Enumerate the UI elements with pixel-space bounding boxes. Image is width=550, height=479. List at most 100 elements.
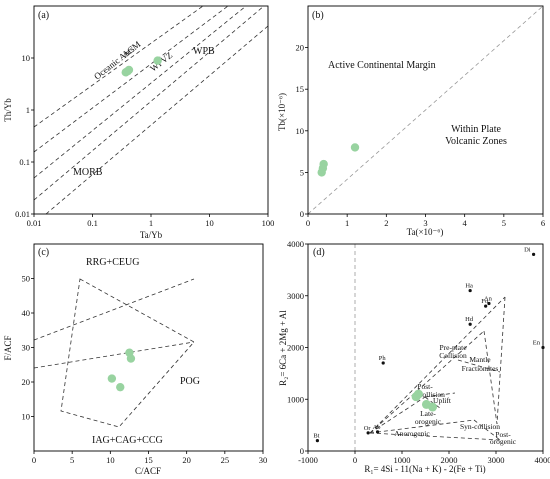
panel-d-line-6 [496, 296, 506, 425]
sample-point [124, 65, 134, 75]
panel-c-x-tick-label: 15 [144, 455, 153, 465]
acm-wpvz-line [33, 5, 247, 179]
field-label-post-orogenic-1: Post- [495, 430, 511, 439]
endmember-dot [315, 439, 319, 443]
panel-c-xlabel: C/ACF [135, 466, 161, 476]
field-label-mantle: Mantle [469, 355, 491, 364]
panel-d-line-3 [369, 396, 426, 434]
panel-d-ylabel: R₂= 6Ca + 2Mg + Al [278, 310, 288, 386]
panel-d-points [411, 389, 438, 412]
endmember-dot [375, 430, 380, 434]
field-label-volcanic-zones: Volcanic Zones [445, 136, 507, 147]
sample-point [428, 402, 438, 412]
panel-a-x-tick-label: 10 [205, 218, 214, 228]
endmember-dot [484, 304, 488, 308]
panel-b: 0 1 2 3 4 5 6 0 5 10 15 20 (b) Active Continental M… [277, 5, 545, 237]
panel-b-y-tick-label: 0 [300, 209, 304, 219]
field-label-uplift: Uplift [433, 396, 452, 405]
panel-d-line-11 [457, 359, 501, 373]
panel-d-line-9 [424, 396, 441, 409]
panel-a-frame [33, 5, 269, 215]
panel-b-y-tick-label: 5 [300, 167, 304, 177]
panel-b-y-tick-label: 15 [296, 84, 305, 94]
panel-b-x-tick-label: 5 [502, 218, 506, 228]
panel-d-y-tick-label: 2000 [287, 343, 304, 353]
panel-d-line-1 [369, 296, 506, 434]
panel-a-x-tick-label: 0.1 [87, 218, 98, 228]
endmember-label: Ph [379, 355, 387, 362]
panel-c-y-tick-label: 30 [22, 343, 31, 353]
endmember-label: Di [524, 246, 531, 253]
panel-c-ylabel: F/ACF [3, 335, 13, 360]
panel-d-field-labels: Mantle Fractionates Pre-plate Collision … [394, 343, 516, 446]
sample-point [350, 143, 360, 152]
panel-c-upper-line [33, 278, 195, 341]
panel-d-x-tick-label: 2000 [441, 455, 458, 465]
panel-d-line-8 [424, 392, 456, 398]
acm-lower-line [33, 5, 229, 153]
panel-c-x-tick-label: 0 [32, 455, 36, 465]
panel-c-x-tick-label: 5 [70, 455, 74, 465]
panel-a-xlabel: Ta/Yb [140, 230, 163, 240]
panel-b-x-tick-label: 6 [541, 218, 545, 228]
panel-b-ylabel: Tb(×10⁻⁶) [277, 93, 287, 131]
panel-c-x-tick-label: 20 [182, 455, 191, 465]
panel-b-x-tick-label: 4 [463, 218, 468, 228]
panel-b-label: (b) [312, 10, 324, 21]
endmember-dot [366, 431, 370, 435]
panel-d-line-5 [369, 432, 501, 441]
oceanic-arcs-line [33, 5, 204, 128]
panel-c-label: (c) [38, 247, 49, 258]
panel-c-frame [33, 243, 264, 452]
panel-c-y-tick-label: 20 [22, 377, 31, 387]
field-label-acm: ACM [120, 39, 142, 60]
field-label-pog: POG [180, 376, 200, 387]
sample-point [107, 374, 117, 383]
panel-d-line-10 [473, 419, 501, 441]
panel-d-x-tick-label: 0 [353, 455, 357, 465]
panel-c-lower-line [33, 341, 195, 369]
field-label-late-orogenic-1: Late- [420, 409, 436, 418]
field-label-iag-cag-ccg: IAG+CAG+CCG [92, 435, 163, 446]
panel-d-line-4 [369, 419, 475, 434]
panel-a-lines [33, 5, 269, 215]
panel-c-x-tick-label: 25 [221, 455, 230, 465]
panel-a-x-tick-label: 100 [262, 218, 275, 228]
panel-c-ticks: 0 5 10 15 20 25 30 10 20 30 40 50 [22, 274, 268, 466]
endmember-dot [381, 361, 385, 365]
field-label-pre-plate: Pre-plate [439, 343, 467, 352]
panel-b-xlabel: Ta(×10⁻⁶) [407, 227, 444, 237]
field-label-post-collision-2: collision [419, 390, 445, 399]
endmember-dot [468, 288, 472, 293]
sample-point [153, 56, 162, 65]
endmember-label: An [484, 296, 493, 303]
endmember-label: En [533, 340, 541, 347]
panel-a-points [121, 56, 162, 77]
panel-d-xlabel: R₁= 4Si - 11(Na + K) - 2(Fe + Ti) [364, 464, 485, 474]
panel-b-boundary-line [307, 5, 544, 215]
panel-a-y-tick-label: 0.1 [19, 157, 30, 167]
field-label-late-orogenic-2: orogenic [415, 417, 442, 426]
panel-d-line-7 [483, 330, 498, 425]
endmember-label: Ha [465, 283, 473, 290]
endmember-label: Fo [481, 298, 488, 305]
panel-d-field-lines [369, 296, 506, 441]
endmember-dot [468, 322, 472, 326]
panel-d-x-tick-label: 4000 [535, 455, 550, 465]
sample-point [319, 159, 328, 169]
panel-a-x-tick-label: 0.01 [27, 218, 42, 228]
wpvz-wpb-line [33, 5, 265, 201]
sample-point [116, 382, 125, 392]
panel-a-y-tick-label: 0.01 [15, 209, 30, 219]
field-label-fractionates: Fractionates [462, 364, 499, 373]
morb-line [45, 25, 269, 215]
panel-c-field-polygon [60, 278, 195, 428]
panel-d-x-tick-label: 1000 [394, 455, 411, 465]
panel-d-y-tick-label: 1000 [287, 394, 304, 404]
panel-b-x-tick-label: 3 [423, 218, 427, 228]
field-label-collision: Collision [439, 351, 467, 360]
panel-b-x-tick-label: 0 [306, 218, 310, 228]
